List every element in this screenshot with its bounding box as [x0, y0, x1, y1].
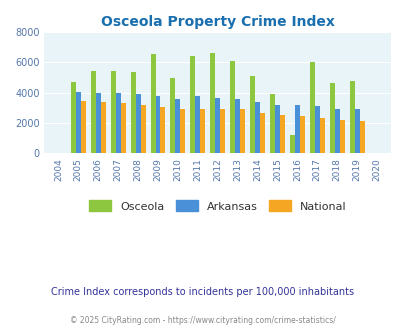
Bar [120, 103, 125, 153]
Bar [274, 105, 279, 153]
Bar [279, 115, 284, 153]
Bar [111, 71, 115, 153]
Text: Crime Index corresponds to incidents per 100,000 inhabitants: Crime Index corresponds to incidents per… [51, 287, 354, 297]
Bar [210, 53, 215, 153]
Bar [81, 101, 85, 153]
Bar [234, 99, 239, 153]
Bar [200, 109, 205, 153]
Bar [71, 82, 76, 153]
Bar [249, 76, 254, 153]
Bar [190, 56, 195, 153]
Bar [230, 60, 234, 153]
Bar [314, 106, 319, 153]
Bar [294, 105, 299, 153]
Bar [334, 109, 339, 153]
Bar [349, 81, 354, 153]
Bar [170, 78, 175, 153]
Bar [195, 96, 200, 153]
Bar [354, 109, 359, 153]
Bar [339, 120, 344, 153]
Bar [150, 54, 155, 153]
Bar [115, 92, 120, 153]
Bar [239, 109, 245, 153]
Bar [309, 62, 314, 153]
Bar [220, 109, 225, 153]
Bar [215, 98, 220, 153]
Legend: Osceola, Arkansas, National: Osceola, Arkansas, National [84, 196, 350, 216]
Bar [329, 83, 334, 153]
Bar [130, 72, 135, 153]
Bar [180, 109, 185, 153]
Bar [100, 102, 105, 153]
Bar [135, 94, 140, 153]
Bar [269, 94, 274, 153]
Bar [299, 116, 304, 153]
Bar [254, 102, 260, 153]
Bar [155, 96, 160, 153]
Bar [175, 99, 180, 153]
Bar [160, 107, 165, 153]
Bar [96, 92, 100, 153]
Bar [140, 105, 145, 153]
Title: Osceola Property Crime Index: Osceola Property Crime Index [100, 15, 334, 29]
Bar [91, 71, 96, 153]
Bar [260, 113, 264, 153]
Bar [76, 92, 81, 153]
Bar [359, 121, 364, 153]
Bar [319, 118, 324, 153]
Text: © 2025 CityRating.com - https://www.cityrating.com/crime-statistics/: © 2025 CityRating.com - https://www.city… [70, 316, 335, 325]
Bar [289, 135, 294, 153]
